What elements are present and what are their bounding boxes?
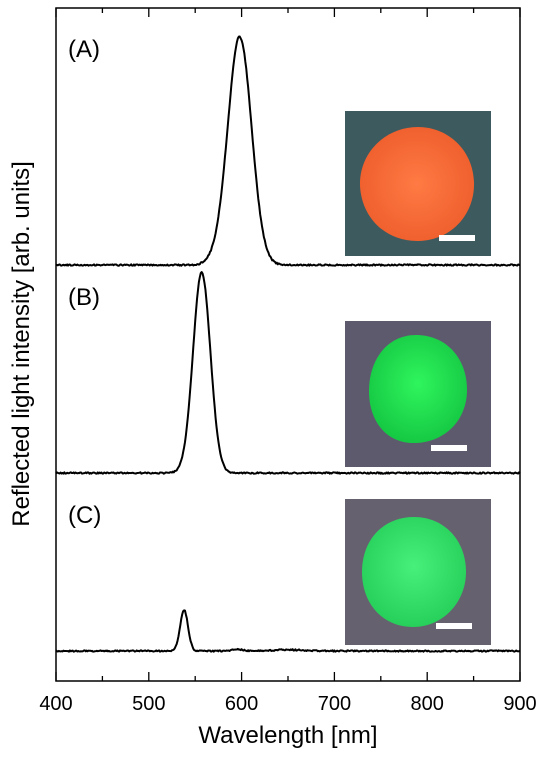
inset-photo-c bbox=[345, 499, 491, 645]
green-disc bbox=[362, 517, 466, 627]
x-tick-label: 600 bbox=[225, 693, 258, 715]
panel-labels: (A) (B) (C) bbox=[68, 36, 101, 529]
spectrum-line-a bbox=[55, 35, 521, 267]
panel-label: (B) bbox=[68, 284, 100, 311]
panel-label: (A) bbox=[68, 36, 100, 63]
spectra-curves bbox=[55, 35, 521, 653]
spectrum-line-c bbox=[55, 609, 521, 653]
x-tick-label: 700 bbox=[318, 693, 351, 715]
x-tick-label: 900 bbox=[503, 693, 536, 715]
x-tick-label: 500 bbox=[132, 693, 165, 715]
orange-disc bbox=[359, 127, 475, 242]
x-axis-title: Wavelength [nm] bbox=[198, 722, 377, 749]
spectrum-line-b bbox=[55, 271, 521, 475]
x-tick-label: 800 bbox=[411, 693, 444, 715]
y-axis-title: Reflected light intensity [arb. units] bbox=[8, 161, 35, 527]
scale-bar bbox=[439, 235, 475, 241]
x-axis-ticks bbox=[55, 8, 521, 681]
green-disc bbox=[369, 335, 467, 444]
panel-label: (C) bbox=[68, 502, 101, 529]
inset-photo-b bbox=[345, 321, 491, 467]
scale-bar bbox=[431, 445, 467, 451]
inset-photo-a bbox=[345, 111, 491, 256]
x-axis-tick-labels: 400 500 600 700 800 900 bbox=[39, 693, 536, 715]
scale-bar bbox=[436, 623, 472, 629]
x-tick-label: 400 bbox=[39, 693, 72, 715]
